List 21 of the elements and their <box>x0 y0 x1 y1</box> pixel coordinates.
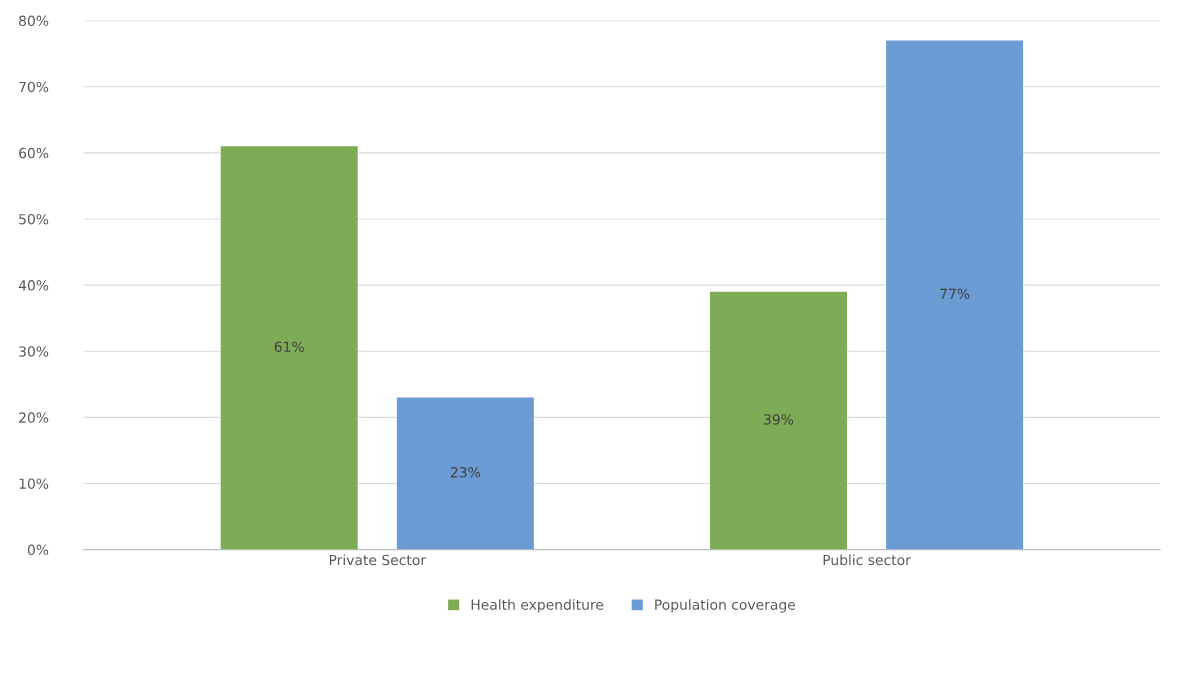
bar <box>396 397 534 550</box>
y-tick-label: 50% <box>19 213 49 225</box>
bar <box>886 40 1024 550</box>
y-tick-label: 20% <box>19 412 49 423</box>
data-label: 77% <box>940 288 970 300</box>
data-label: 39% <box>764 414 794 425</box>
bar <box>709 291 847 550</box>
y-tick-label: 70% <box>19 81 49 93</box>
data-label: 61% <box>274 341 304 352</box>
legend-label: Population coverage <box>655 599 796 613</box>
y-tick-label: 40% <box>18 280 49 291</box>
y-tick-label: 0% <box>27 544 49 556</box>
bar <box>220 146 358 550</box>
legend-label: Health expenditure <box>471 599 604 613</box>
y-tick-label: 10% <box>19 478 49 489</box>
data-label: 23% <box>450 467 481 478</box>
x-tick-label: Private Sector <box>329 554 427 566</box>
x-tick-label: Public sector <box>823 554 911 566</box>
y-tick-label: 60% <box>19 147 49 159</box>
y-tick-label: 80% <box>19 15 49 27</box>
y-tick-label: 30% <box>19 346 49 357</box>
